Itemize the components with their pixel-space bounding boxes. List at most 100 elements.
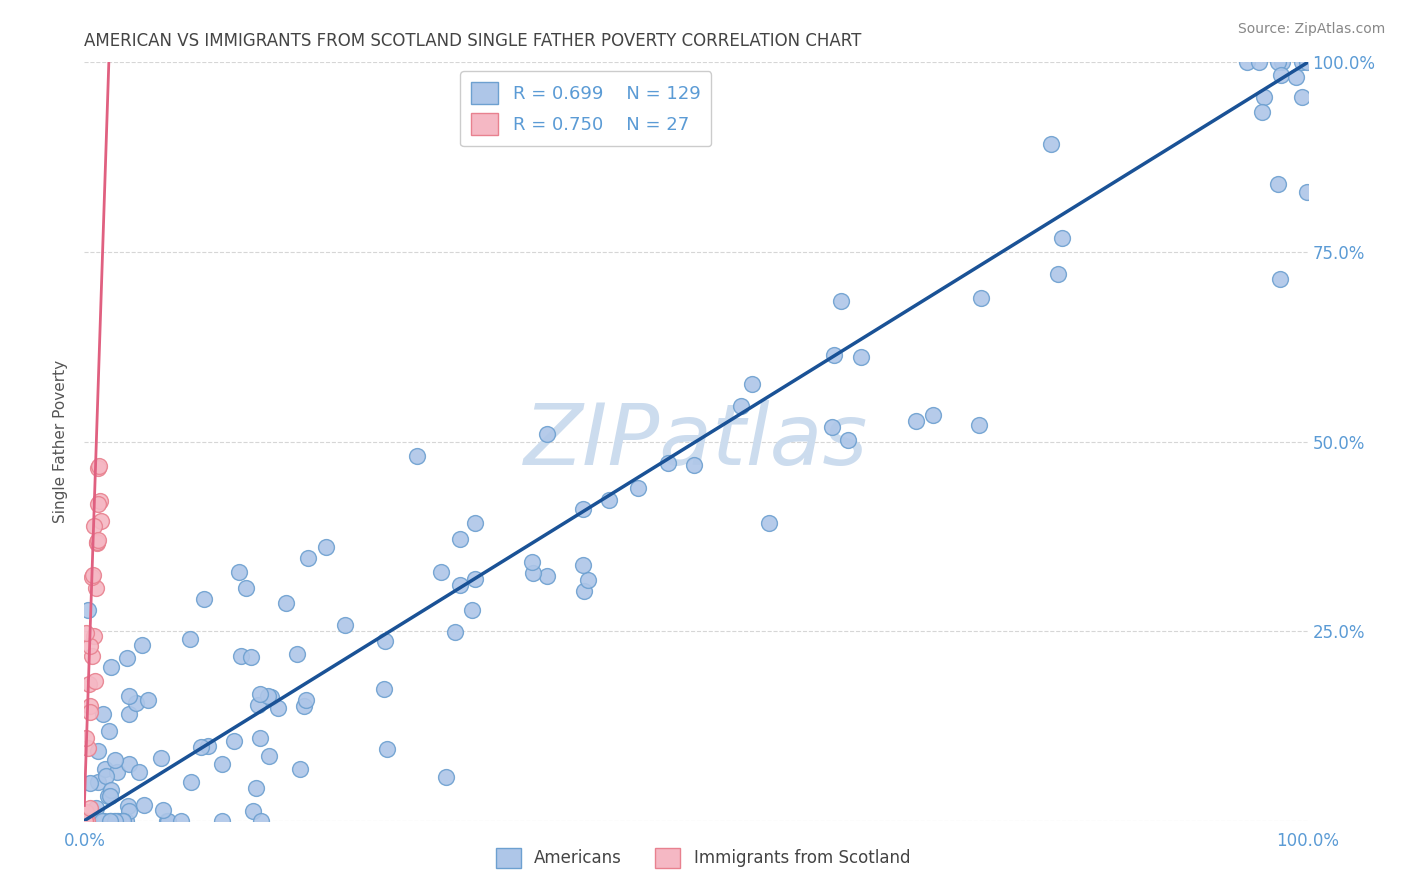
Point (75, 731, 97, 745)
Point (758, 516, 780, 530)
Point (79, 801, 101, 815)
Point (107, 814, 129, 828)
Point (449, 532, 471, 546)
Point (406, 449, 429, 463)
Point (522, 555, 544, 569)
Point (921, 408, 943, 422)
Point (837, 434, 859, 448)
Point (434, 770, 457, 784)
Point (100, 814, 122, 828)
Point (76, 814, 98, 828)
Point (536, 426, 558, 441)
Point (1270, 68, 1292, 82)
Point (87, 533, 110, 547)
Point (249, 814, 271, 828)
Point (430, 565, 453, 579)
Point (849, 350, 872, 364)
Point (180, 775, 202, 789)
Point (100, 660, 122, 674)
Point (156, 814, 179, 828)
Point (100, 814, 122, 828)
Point (1285, 70, 1308, 84)
Point (94, 762, 117, 776)
Point (1291, 90, 1313, 104)
Point (117, 798, 139, 813)
Point (190, 740, 212, 755)
Point (683, 458, 706, 472)
Legend: R = 0.699    N = 129, R = 0.750    N = 27: R = 0.699 N = 129, R = 0.750 N = 27 (460, 71, 711, 146)
Point (657, 456, 679, 470)
Point (93, 814, 115, 828)
Point (576, 574, 599, 588)
Point (79, 699, 101, 714)
Point (572, 558, 595, 572)
Point (375, 741, 398, 756)
Point (170, 814, 193, 828)
Text: ZIPatlas: ZIPatlas (524, 400, 868, 483)
Text: AMERICAN VS IMMIGRANTS FROM SCOTLAND SINGLE FATHER POVERTY CORRELATION CHART: AMERICAN VS IMMIGRANTS FROM SCOTLAND SIN… (84, 32, 862, 50)
Point (449, 578, 471, 592)
Point (1249, 55, 1271, 70)
Point (1236, 55, 1258, 70)
Point (84, 801, 107, 815)
Point (522, 566, 544, 580)
Point (598, 492, 620, 507)
Point (156, 814, 179, 828)
Point (115, 814, 138, 828)
Point (373, 681, 395, 696)
Point (295, 693, 318, 707)
Point (193, 592, 215, 607)
Point (79, 705, 101, 719)
Point (80, 649, 103, 664)
Point (197, 739, 219, 754)
Point (246, 698, 269, 712)
Point (91, 814, 114, 828)
Point (100, 789, 122, 803)
Point (741, 376, 763, 391)
Point (1270, 272, 1292, 286)
Point (100, 782, 122, 797)
Point (87, 461, 110, 475)
Point (315, 540, 337, 554)
Point (82, 570, 104, 584)
Point (138, 693, 160, 707)
Point (1267, 178, 1289, 192)
Point (820, 419, 842, 434)
Point (111, 814, 134, 828)
Point (111, 814, 134, 828)
Point (75, 805, 97, 820)
Point (297, 551, 319, 566)
Point (970, 291, 993, 305)
Point (93, 706, 115, 721)
Point (118, 689, 141, 703)
Point (84, 814, 107, 828)
Point (285, 648, 308, 662)
Point (179, 632, 201, 647)
Point (1251, 104, 1274, 119)
Point (288, 763, 311, 777)
Point (90, 814, 112, 828)
Legend: Americans, Immigrants from Scotland: Americans, Immigrants from Scotland (489, 841, 917, 875)
Point (128, 765, 150, 780)
Point (76, 740, 98, 755)
Point (75, 814, 97, 828)
Point (245, 780, 267, 795)
Point (86, 535, 108, 549)
Point (79, 639, 101, 653)
Point (1267, 55, 1289, 70)
Point (1050, 231, 1073, 245)
Point (235, 581, 257, 595)
Point (259, 748, 281, 763)
Point (904, 414, 927, 428)
Point (75, 814, 97, 828)
Point (131, 638, 153, 652)
Point (84, 674, 107, 689)
Point (77, 602, 100, 616)
Point (79, 776, 101, 790)
Point (87, 498, 110, 512)
Point (105, 814, 128, 828)
Point (294, 699, 316, 714)
Point (97, 789, 120, 804)
Point (211, 814, 233, 828)
Point (90, 514, 112, 528)
